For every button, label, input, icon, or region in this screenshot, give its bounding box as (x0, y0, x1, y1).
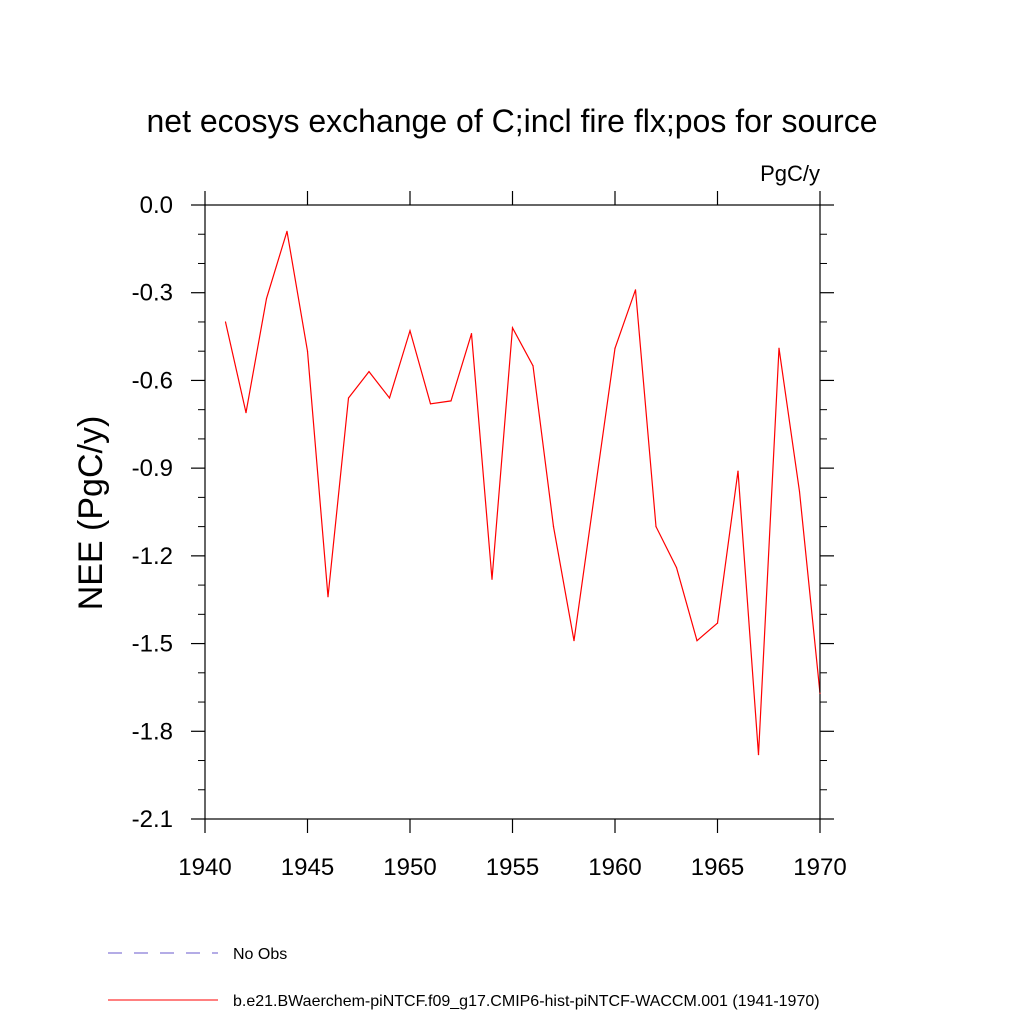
data-point (265, 297, 268, 300)
units-label: PgC/y (760, 161, 820, 186)
x-tick-label: 1970 (793, 854, 846, 881)
data-point (409, 330, 411, 332)
data-point (347, 397, 350, 399)
data-point (429, 403, 432, 405)
legend: No Obs b.e21.BWaerchem-piNTCF.f09_g17.CM… (108, 946, 820, 1010)
series-line-nee (224, 231, 821, 755)
data-point (778, 347, 780, 349)
chart-title: net ecosys exchange of C;incl fire flx;p… (146, 103, 877, 139)
data-point (655, 526, 657, 528)
x-tick-label: 1955 (486, 854, 539, 881)
data-point (593, 493, 596, 496)
y-tick-label: -1.8 (132, 718, 173, 745)
x-tick-label: 1950 (383, 854, 436, 881)
data-point (245, 411, 247, 414)
data-point (368, 371, 370, 373)
data-point (675, 566, 678, 569)
y-tick-label: -1.2 (132, 543, 173, 570)
series-points (224, 230, 821, 756)
x-tick-label: 1965 (691, 854, 744, 881)
data-point (491, 578, 493, 580)
y-tick-label: -2.1 (132, 806, 173, 833)
y-axis-label: NEE (PgC/y) (72, 416, 110, 611)
x-tick-labels: 1940 1945 1950 1955 1960 1965 1970 (178, 854, 846, 881)
major-ticks (191, 191, 834, 833)
data-point (716, 622, 719, 624)
data-point (532, 365, 534, 367)
data-point (819, 692, 821, 694)
minor-ticks (198, 233, 827, 791)
y-tick-label: 0.0 (140, 192, 173, 219)
data-point (614, 347, 616, 349)
data-point (696, 640, 698, 642)
data-point (737, 470, 739, 472)
data-point (224, 321, 227, 323)
y-tick-label: -1.5 (132, 631, 173, 658)
data-point (327, 596, 329, 598)
y-tick-labels: 0.0 -0.3 -0.6 -0.9 -1.2 -1.5 -1.8 -2.1 (132, 192, 173, 833)
data-point (511, 327, 514, 329)
x-tick-label: 1940 (178, 854, 231, 881)
data-point (450, 400, 452, 402)
data-point (470, 333, 473, 335)
data-point (757, 754, 760, 756)
data-point (798, 490, 801, 493)
x-tick-label: 1945 (281, 854, 334, 881)
legend-label-model: b.e21.BWaerchem-piNTCF.f09_g17.CMIP6-his… (233, 993, 820, 1010)
data-point (552, 526, 555, 528)
data-point (634, 289, 637, 291)
y-tick-label: -0.6 (132, 367, 173, 394)
legend-label-no-obs: No Obs (233, 946, 287, 963)
data-point (286, 230, 288, 232)
x-tick-label: 1960 (588, 854, 641, 881)
y-tick-label: -0.3 (132, 280, 173, 307)
y-tick-label: -0.9 (132, 455, 173, 482)
data-point (306, 350, 309, 352)
data-point (388, 397, 391, 399)
data-point (573, 640, 575, 642)
plot-frame (204, 204, 821, 820)
